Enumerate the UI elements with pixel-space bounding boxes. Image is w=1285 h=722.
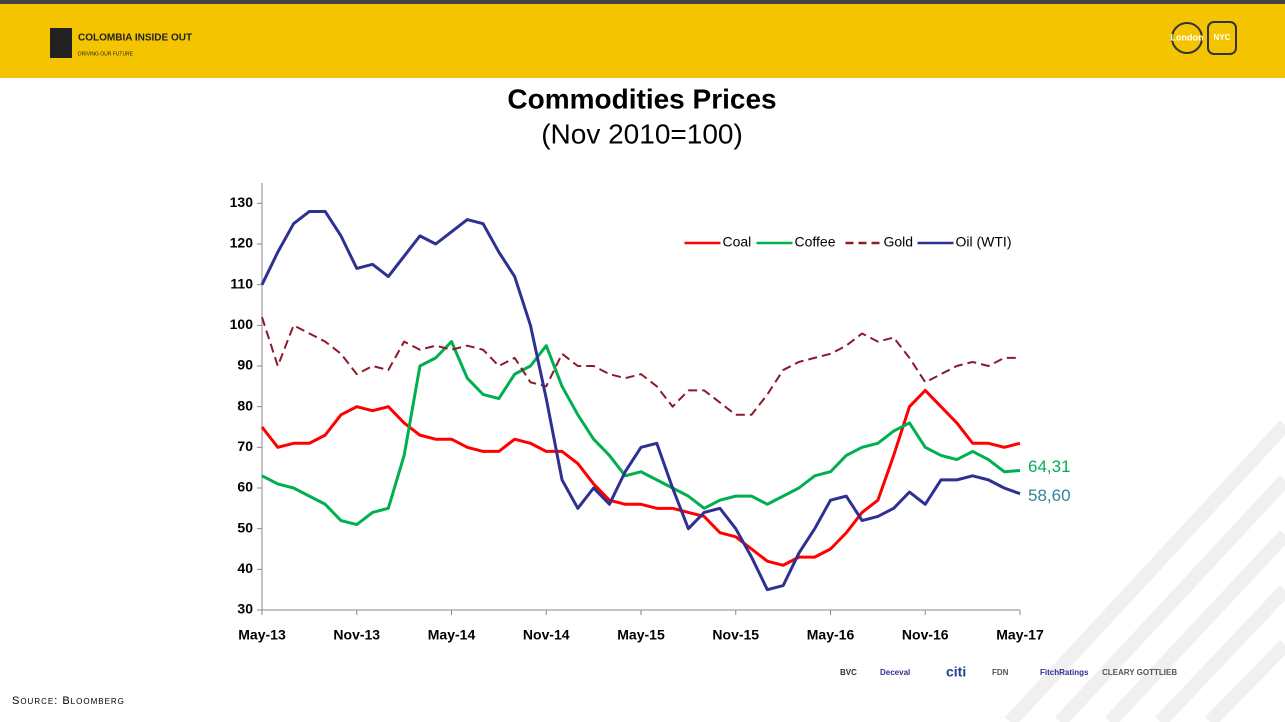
y-tick-label: 90 <box>237 357 253 373</box>
source: Source: Bloomberg <box>12 695 125 707</box>
x-tick-label: May-16 <box>807 627 855 643</box>
chart-title: Commodities Prices <box>507 83 776 114</box>
x-tick-label: Nov-15 <box>712 627 759 643</box>
legend-label: Coffee <box>795 234 836 250</box>
y-tick-label: 30 <box>237 601 253 617</box>
x-tick-label: Nov-14 <box>523 627 570 643</box>
sponsor: FDN <box>992 668 1009 677</box>
y-tick-label: 50 <box>237 519 253 535</box>
london-badge <box>1171 22 1203 54</box>
y-tick-label: 80 <box>237 397 253 413</box>
end-label: 64,31 <box>1028 457 1071 476</box>
y-tick-label: 40 <box>237 560 253 576</box>
brand: COLOMBIA INSIDE OUT <box>78 33 192 44</box>
end-label: 58,60 <box>1028 486 1071 505</box>
city1: London <box>1171 32 1204 42</box>
series-line <box>260 388 1021 567</box>
series-line <box>261 340 1021 527</box>
nyc-badge <box>1207 21 1237 55</box>
y-tick-label: 60 <box>237 479 253 495</box>
y-tick-label: 130 <box>230 194 254 210</box>
sponsor: FitchRatings <box>1040 668 1089 677</box>
tagline: DRIVING OUR FUTURE <box>78 51 134 57</box>
sponsor: Deceval <box>880 668 910 677</box>
legend-label: Coal <box>723 234 752 250</box>
x-tick-label: May-13 <box>238 627 286 643</box>
legend-label: Oil (WTI) <box>956 234 1012 250</box>
x-tick-label: May-15 <box>617 627 665 643</box>
x-tick-label: Nov-13 <box>333 627 380 643</box>
y-tick-label: 100 <box>230 316 254 332</box>
sponsor: CLEARY GOTTLIEB <box>1102 668 1177 677</box>
series-line <box>261 316 1020 416</box>
city2: NYC <box>1214 33 1231 42</box>
header-bar <box>0 0 1285 78</box>
chart-subtitle: (Nov 2010=100) <box>541 118 743 149</box>
series-line <box>260 209 1021 592</box>
y-tick-label: 70 <box>237 438 253 454</box>
y-tick-label: 110 <box>230 275 253 291</box>
y-tick-label: 120 <box>230 235 254 251</box>
legend-label: Gold <box>884 234 914 250</box>
sponsor: citi <box>946 664 966 680</box>
x-tick-label: May-17 <box>996 627 1044 643</box>
x-tick-label: Nov-16 <box>902 627 949 643</box>
stripes <box>1004 420 1285 722</box>
sponsor: BVC <box>840 668 857 677</box>
header-edge <box>0 0 1285 4</box>
brand-icon <box>50 28 72 58</box>
x-tick-label: May-14 <box>428 627 476 643</box>
